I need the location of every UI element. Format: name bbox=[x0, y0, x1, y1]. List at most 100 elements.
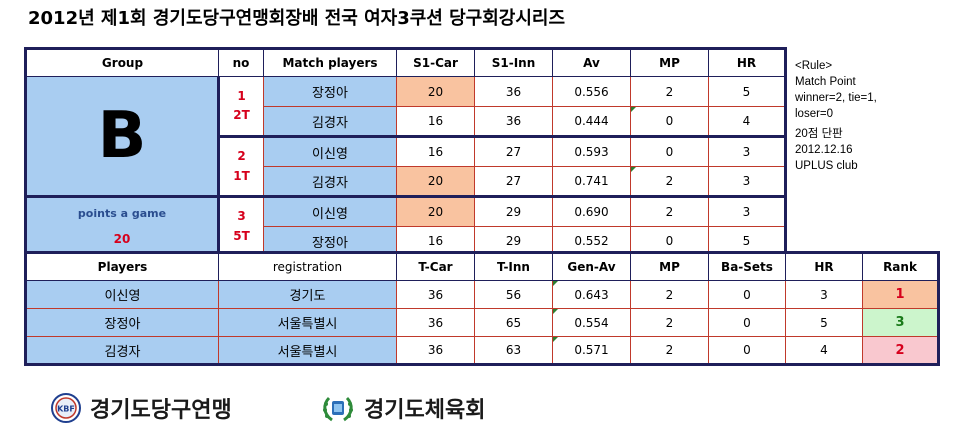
t-inn-value: 63 bbox=[474, 336, 553, 365]
match-number: 2 bbox=[237, 149, 246, 164]
player-name: 이신영 bbox=[25, 280, 219, 309]
match-number-cell: 3 5T bbox=[217, 195, 264, 257]
hr-value: 3 bbox=[785, 280, 863, 309]
match-player-name: 김경자 bbox=[263, 166, 397, 197]
header-rank: Rank bbox=[862, 252, 939, 281]
header-match-players: Match players bbox=[263, 48, 397, 77]
header-hr: HR bbox=[785, 252, 863, 281]
page-title: 2012년 제1회 경기도당구연맹회장배 전국 여자3쿠션 당구회강시리즈 bbox=[28, 8, 566, 29]
ba-sets-value: 0 bbox=[708, 336, 786, 365]
table-row: 이신영 경기도 36 56 0.643 2 0 3 1 bbox=[25, 280, 939, 309]
match-player-name: 장정아 bbox=[263, 76, 397, 107]
header-hr: HR bbox=[708, 48, 786, 77]
mp-value: 2 bbox=[630, 308, 709, 337]
t-car-value: 36 bbox=[396, 280, 475, 309]
mp-value: 2 bbox=[630, 166, 709, 197]
hr-value: 3 bbox=[708, 166, 786, 197]
table-row: points a game 20 3 5T 이신영 20 29 0.690 2 … bbox=[25, 195, 786, 257]
mp-value: 2 bbox=[630, 336, 709, 365]
match-header-row: Group no Match players S1-Car S1-Inn Av … bbox=[25, 48, 786, 77]
rule-line: loser=0 bbox=[795, 108, 834, 120]
hr-value: 5 bbox=[785, 308, 863, 337]
s1-car-value: 16 bbox=[396, 135, 475, 167]
match-player-name: 이신영 bbox=[263, 135, 397, 167]
t-inn-value: 65 bbox=[474, 308, 553, 337]
gen-av-value: 0.643 bbox=[552, 280, 631, 309]
match-player-name: 김경자 bbox=[263, 106, 397, 137]
mp-value: 0 bbox=[630, 135, 709, 167]
rule-line: Match Point bbox=[795, 76, 856, 88]
table-row: 김경자 서울특별시 36 63 0.571 2 0 4 2 bbox=[25, 336, 939, 365]
kbf-emblem-icon: KBF bbox=[51, 393, 81, 423]
svg-text:KBF: KBF bbox=[57, 405, 75, 414]
s1-car-value: 20 bbox=[396, 195, 475, 227]
gen-av-value: 0.554 bbox=[552, 308, 631, 337]
t-car-value: 36 bbox=[396, 308, 475, 337]
mp-value: 2 bbox=[630, 195, 709, 227]
table-row: 김경자 20 27 0.741 2 3 bbox=[26, 166, 786, 197]
standings-table: Players registration T-Car T-Inn Gen-Av … bbox=[24, 251, 940, 366]
t-inn-value: 56 bbox=[474, 280, 553, 309]
hr-value: 3 bbox=[708, 195, 786, 227]
s1-inn-value: 36 bbox=[474, 106, 553, 137]
table-row: 김경자 16 36 0.444 0 4 bbox=[26, 106, 786, 137]
s1-car-value: 20 bbox=[396, 76, 475, 107]
match-player-name: 이신영 bbox=[263, 195, 397, 227]
player-name: 김경자 bbox=[25, 336, 219, 365]
ba-sets-value: 0 bbox=[708, 308, 786, 337]
kbf-logo: KBF 경기도당구연맹 bbox=[50, 386, 232, 430]
header-group: Group bbox=[25, 48, 219, 77]
match-number: 3 bbox=[237, 209, 246, 224]
match-table: Group no Match players S1-Car S1-Inn Av … bbox=[24, 47, 787, 258]
s1-inn-value: 36 bbox=[474, 76, 553, 107]
match-number-cell: 1 2T bbox=[217, 76, 264, 137]
header-av: Av bbox=[552, 48, 631, 77]
header-s1-inn: S1-Inn bbox=[474, 48, 553, 77]
header-t-inn: T-Inn bbox=[474, 252, 553, 281]
match-number: 1 bbox=[237, 88, 246, 103]
player-registration: 경기도 bbox=[218, 280, 397, 309]
table-row: B 1 2T 장정아 20 36 0.556 2 5 bbox=[25, 76, 786, 197]
header-no: no bbox=[218, 48, 264, 77]
rank-value: 3 bbox=[862, 308, 939, 337]
s1-car-value: 16 bbox=[396, 106, 475, 137]
hr-value: 4 bbox=[785, 336, 863, 365]
sports-council-logo-text: 경기도체육회 bbox=[364, 398, 486, 423]
av-value: 0.741 bbox=[552, 166, 631, 197]
points-label-cell: points a game 20 bbox=[25, 195, 219, 257]
player-registration: 서울특별시 bbox=[218, 308, 397, 337]
standings-header-row: Players registration T-Car T-Inn Gen-Av … bbox=[25, 252, 939, 281]
header-s1-car: S1-Car bbox=[396, 48, 475, 77]
match-number-cell: 2 1T bbox=[217, 135, 264, 197]
header-gen-av: Gen-Av bbox=[552, 252, 631, 281]
header-players: Players bbox=[25, 252, 219, 281]
ba-sets-value: 0 bbox=[708, 280, 786, 309]
hr-value: 5 bbox=[708, 76, 786, 107]
header-ba-sets: Ba-Sets bbox=[708, 252, 786, 281]
match-table-id: 1T bbox=[233, 168, 250, 183]
s1-inn-value: 27 bbox=[474, 135, 553, 167]
mp-value: 2 bbox=[630, 76, 709, 107]
match-table-id: 2T bbox=[233, 108, 250, 122]
mp-value: 2 bbox=[630, 280, 709, 309]
player-registration: 서울특별시 bbox=[218, 336, 397, 365]
s1-inn-value: 27 bbox=[474, 166, 553, 197]
av-value: 0.690 bbox=[552, 195, 631, 227]
group-letter: B bbox=[97, 99, 147, 173]
gen-av-value: 0.571 bbox=[552, 336, 631, 365]
rule-panel: <Rule> Match Point winner=2, tie=1, lose… bbox=[795, 58, 877, 174]
s1-inn-value: 29 bbox=[474, 195, 553, 227]
rank-value: 1 bbox=[862, 280, 939, 309]
rule-line: winner=2, tie=1, bbox=[795, 92, 877, 104]
hr-value: 4 bbox=[708, 106, 786, 137]
t-car-value: 36 bbox=[396, 336, 475, 365]
table-row: 장정아 서울특별시 36 65 0.554 2 0 5 3 bbox=[25, 308, 939, 337]
av-value: 0.556 bbox=[552, 76, 631, 107]
av-value: 0.593 bbox=[552, 135, 631, 167]
rule-date: 2012.12.16 bbox=[795, 144, 853, 156]
rule-heading: <Rule> bbox=[795, 60, 833, 72]
player-name: 장정아 bbox=[25, 308, 219, 337]
header-t-car: T-Car bbox=[396, 252, 475, 281]
match-table-id: 5T bbox=[233, 228, 250, 243]
s1-car-value: 20 bbox=[396, 166, 475, 197]
